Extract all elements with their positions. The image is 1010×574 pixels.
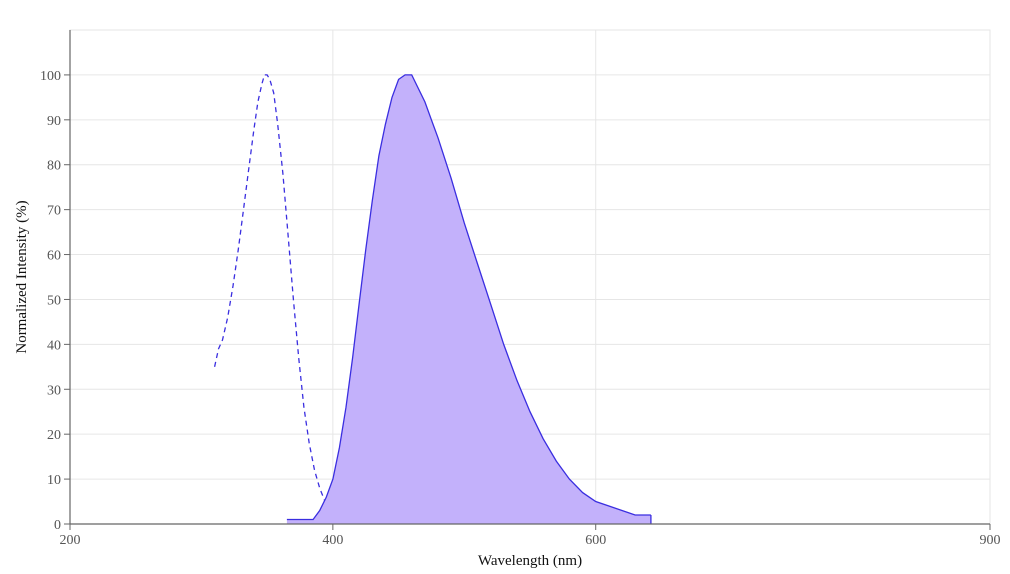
y-tick-label: 30 xyxy=(47,383,61,398)
y-tick-label: 10 xyxy=(47,473,61,488)
y-tick-label: 50 xyxy=(47,293,61,308)
y-tick-label: 0 xyxy=(54,518,61,533)
y-tick-label: 40 xyxy=(47,338,61,353)
emission-area-fill xyxy=(286,74,651,525)
series-group xyxy=(213,74,652,525)
y-tick-label: 70 xyxy=(47,204,61,219)
x-tick-label: 900 xyxy=(980,533,1001,548)
x-tick-label: 600 xyxy=(585,533,606,548)
y-tick-label: 60 xyxy=(47,249,61,264)
y-axis-title: Normalized Intensity (%) xyxy=(14,200,30,353)
y-tick-label: 80 xyxy=(47,159,61,174)
y-tick-label: 90 xyxy=(47,114,61,129)
axes: 0 10 20 30 40 50 60 70 80 90 100 200 400 600 900 xyxy=(40,30,1001,548)
x-axis-title: Wavelength (nm) xyxy=(478,553,582,569)
x-tick-label: 200 xyxy=(60,533,81,548)
emission-line xyxy=(286,74,651,521)
x-tick-label: 400 xyxy=(322,533,343,548)
y-tick-label: 100 xyxy=(40,69,61,84)
y-tick-label: 20 xyxy=(47,428,61,443)
